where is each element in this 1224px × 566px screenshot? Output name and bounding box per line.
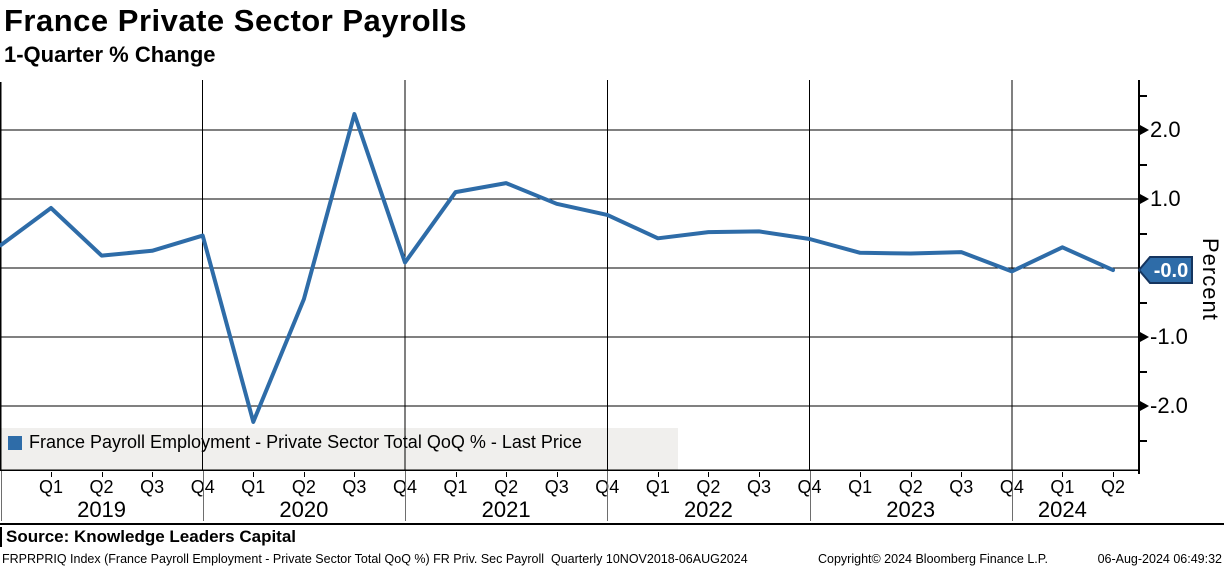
x-tick-label: Q3 <box>140 477 165 497</box>
year-label: 2020 <box>279 497 329 522</box>
legend-background <box>0 428 678 471</box>
y-tick-label: 1.0 <box>1150 186 1181 211</box>
chart-title: France Private Sector Payrolls <box>4 3 468 38</box>
x-tick <box>1062 472 1064 477</box>
x-tick <box>506 472 508 477</box>
footer: Source: Knowledge Leaders Capital FRPRPR… <box>0 523 1224 566</box>
x-tick-label: Q1 <box>1050 477 1075 497</box>
y-axis-title: Percent <box>1198 238 1223 321</box>
year-separator <box>202 471 204 521</box>
x-tick-label: Q2 <box>1100 477 1125 497</box>
x-tick-label: Q2 <box>291 477 316 497</box>
y-minor-tick <box>1140 94 1147 97</box>
x-tick-label: Q1 <box>38 477 64 497</box>
legend: France Payroll Employment - Private Sect… <box>8 432 582 453</box>
x-tick <box>253 472 255 477</box>
x-tick-label: Q3 <box>949 477 974 497</box>
legend-series-swatch-icon <box>8 435 22 450</box>
x-tick-label: Q1 <box>848 477 873 497</box>
x-tick <box>152 472 154 477</box>
year-separator <box>607 471 609 521</box>
last-price-tag-value: -0.0 <box>1154 260 1188 282</box>
year-separator <box>809 471 811 521</box>
x-axis-labels: Q1 Q2 Q3 Q4 Q1 Q2 Q3 Q4 Q1 Q2 Q3 Q4 Q1 Q2 Q3 Q4 Q1 Q2 Q3 Q4… <box>0 471 1224 522</box>
plot-svg <box>0 80 1140 472</box>
last-price-tag-shape <box>1137 256 1193 285</box>
timestamp-text: 06-Aug-2024 06:49:32 <box>1097 552 1222 566</box>
x-tick-label: Q3 <box>342 477 367 497</box>
y-major-tick-arrow-icon <box>1140 401 1149 411</box>
year-separator <box>404 471 406 521</box>
x-tick <box>354 472 356 477</box>
x-tick-label: Q1 <box>241 477 266 497</box>
y-major-tick-arrow-icon <box>1140 332 1149 342</box>
y-minor-tick <box>1140 301 1147 304</box>
y-minor-tick <box>1140 439 1147 442</box>
x-tick-label: Q2 <box>494 477 519 497</box>
y-minor-tick <box>1140 370 1147 373</box>
year-label: 2023 <box>886 497 936 522</box>
year-separator <box>0 471 2 521</box>
x-tick <box>556 472 558 477</box>
plot-area: 2.0 1.0 -1.0 -2.0 -0.0 Percent France Payro… <box>0 80 1224 474</box>
legend-series-label: France Payroll Employment - Private Sect… <box>29 432 582 452</box>
x-tick <box>455 472 457 477</box>
x-tick-label: Q1 <box>645 477 670 497</box>
x-tick-label: Q2 <box>89 477 114 497</box>
x-tick-label: Q1 <box>443 477 468 497</box>
x-tick-label: Q2 <box>898 477 923 497</box>
footer-left-border <box>0 527 2 547</box>
index-info-text: FRPRPRIQ Index (France Payroll Employmen… <box>2 552 748 566</box>
year-label: 2019 <box>77 497 127 522</box>
x-tick <box>860 472 862 477</box>
x-tick <box>51 472 52 477</box>
source-text: Source: Knowledge Leaders Capital <box>6 527 297 546</box>
year-separator <box>1011 471 1013 521</box>
last-price-tag: -0.0 <box>1137 256 1193 285</box>
x-tick <box>910 472 912 477</box>
chart-subtitle: 1-Quarter % Change <box>4 42 216 67</box>
x-tick-label: Q2 <box>696 477 721 497</box>
x-tick <box>657 472 659 477</box>
right-axis-line <box>1138 80 1140 474</box>
x-tick <box>961 472 963 477</box>
copyright-text: Copyright© 2024 Bloomberg Finance L.P. <box>818 552 1048 566</box>
x-tick-label: Q3 <box>544 477 569 497</box>
y-tick-label: -2.0 <box>1150 393 1188 418</box>
x-tick <box>1112 472 1114 477</box>
year-label: 2024 <box>1037 497 1087 522</box>
year-label: 2021 <box>481 497 531 522</box>
x-tick <box>101 472 103 477</box>
y-tick-label: -1.0 <box>1150 324 1188 349</box>
x-tick <box>758 472 760 477</box>
y-minor-tick <box>1140 232 1147 235</box>
year-label: 2022 <box>683 497 733 522</box>
payroll-series-line <box>0 112 1115 424</box>
x-tick-label: Q3 <box>746 477 771 497</box>
x-tick <box>303 472 305 477</box>
x-tick <box>708 472 710 477</box>
y-major-tick-arrow-icon <box>1140 194 1149 204</box>
y-tick-label: 2.0 <box>1150 117 1181 142</box>
y-minor-tick <box>1140 163 1147 166</box>
y-major-tick-arrow-icon <box>1140 125 1149 135</box>
